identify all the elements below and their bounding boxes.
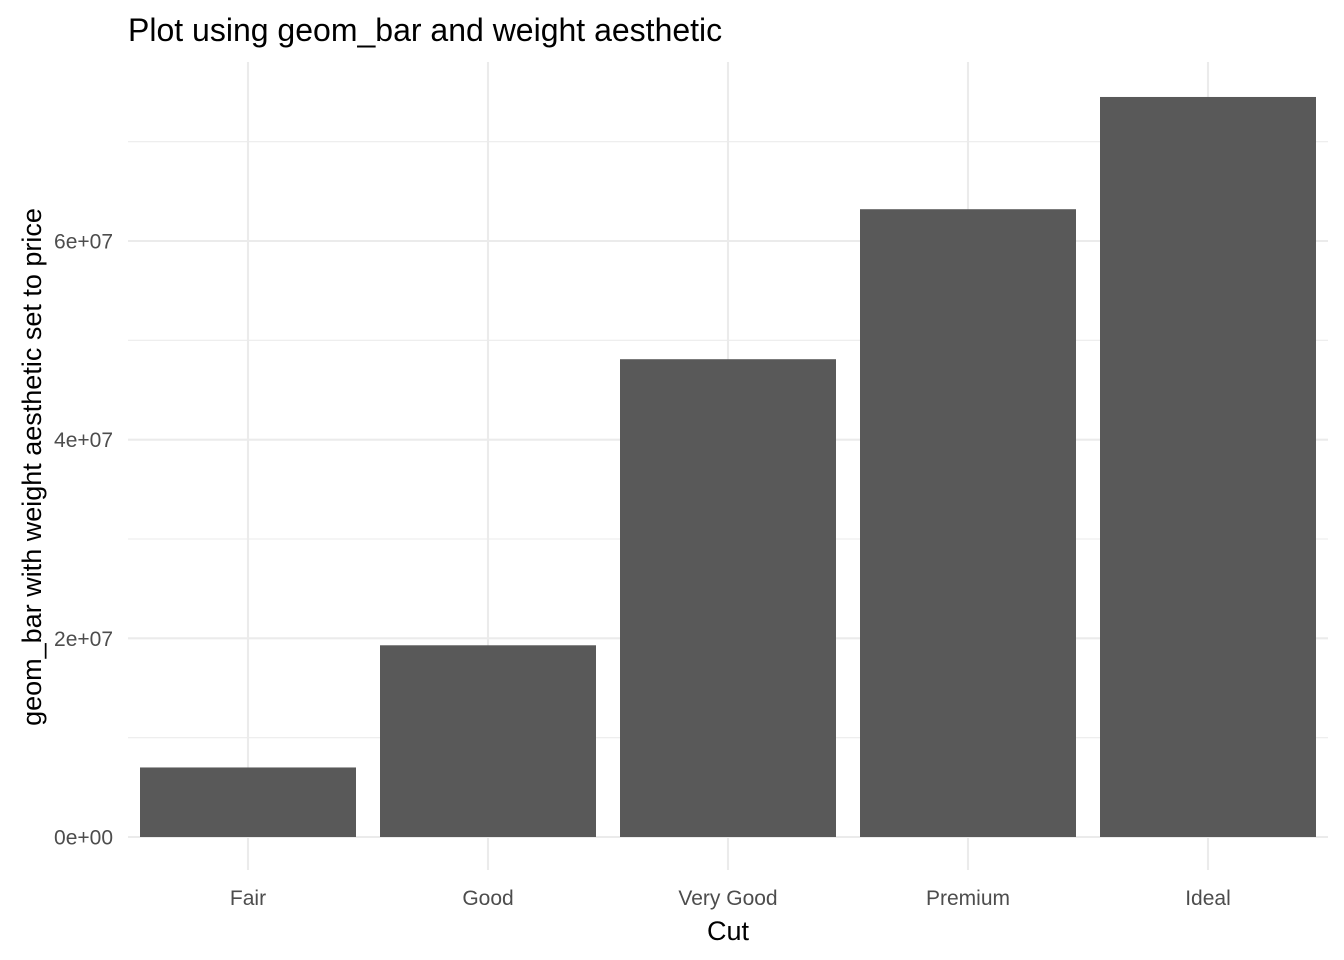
x-tick-label: Very Good bbox=[678, 887, 777, 910]
y-tick-label: 2e+07 bbox=[54, 628, 113, 651]
bar bbox=[860, 209, 1076, 838]
x-axis-tick-labels: Fair Good Very Good Premium Ideal bbox=[230, 887, 1231, 910]
x-tick-label: Good bbox=[462, 887, 513, 910]
y-tick-label: 6e+07 bbox=[54, 231, 113, 254]
y-axis-tick-labels: 0e+00 2e+07 4e+07 6e+07 bbox=[54, 231, 113, 850]
x-axis-title: Cut bbox=[707, 916, 750, 946]
bars bbox=[140, 96, 1316, 838]
bar bbox=[620, 359, 836, 837]
y-axis-title: geom_bar with weight aesthetic set to pr… bbox=[17, 208, 47, 726]
y-tick-label: 4e+07 bbox=[54, 429, 113, 452]
bar bbox=[1100, 96, 1316, 837]
y-tick-label: 0e+00 bbox=[54, 827, 113, 850]
x-tick-label: Fair bbox=[230, 887, 266, 910]
x-tick-label: Premium bbox=[926, 887, 1010, 910]
chart-title: Plot using geom_bar and weight aesthetic bbox=[128, 12, 722, 48]
bar bbox=[380, 645, 596, 837]
x-tick-label: Ideal bbox=[1185, 887, 1231, 910]
bar bbox=[140, 767, 356, 837]
